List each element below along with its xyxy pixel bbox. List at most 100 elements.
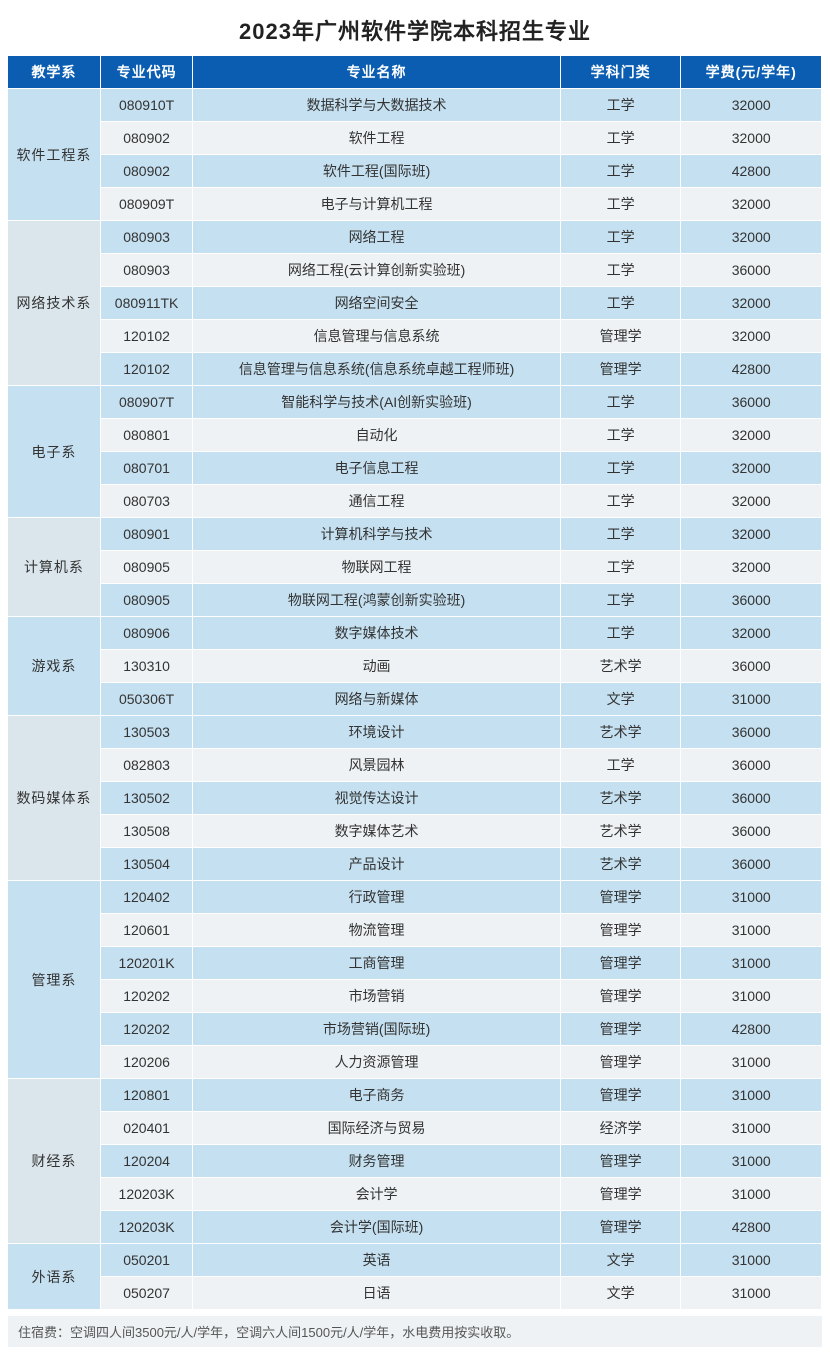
table-row: 120202市场营销(国际班)管理学42800 [8,1013,822,1046]
code-cell: 080905 [100,551,192,584]
major-cell: 会计学 [193,1178,561,1211]
fee-cell: 31000 [681,881,822,914]
table-row: 电子系080907T智能科学与技术(AI创新实验班)工学36000 [8,386,822,419]
category-cell: 工学 [560,188,681,221]
fee-cell: 32000 [681,221,822,254]
major-cell: 物流管理 [193,914,561,947]
category-cell: 艺术学 [560,848,681,881]
major-cell: 网络工程(云计算创新实验班) [193,254,561,287]
fee-cell: 31000 [681,1244,822,1277]
major-cell: 智能科学与技术(AI创新实验班) [193,386,561,419]
page-title: 2023年广州软件学院本科招生专业 [8,14,822,46]
category-cell: 艺术学 [560,815,681,848]
table-row: 080903网络工程(云计算创新实验班)工学36000 [8,254,822,287]
major-cell: 网络空间安全 [193,287,561,320]
column-header: 学科门类 [560,56,681,89]
major-cell: 财务管理 [193,1145,561,1178]
fee-cell: 32000 [681,287,822,320]
table-row: 130504产品设计艺术学36000 [8,848,822,881]
code-cell: 130503 [100,716,192,749]
column-header: 学费(元/学年) [681,56,822,89]
table-row: 050306T网络与新媒体文学31000 [8,683,822,716]
code-cell: 120202 [100,980,192,1013]
code-cell: 080902 [100,122,192,155]
category-cell: 工学 [560,551,681,584]
fee-cell: 32000 [681,320,822,353]
fee-cell: 32000 [681,89,822,122]
table-row: 外语系050201英语文学31000 [8,1244,822,1277]
category-cell: 管理学 [560,881,681,914]
category-cell: 管理学 [560,914,681,947]
code-cell: 120402 [100,881,192,914]
category-cell: 工学 [560,155,681,188]
major-cell: 英语 [193,1244,561,1277]
fee-cell: 42800 [681,353,822,386]
major-cell: 软件工程(国际班) [193,155,561,188]
code-cell: 120203K [100,1178,192,1211]
major-cell: 物联网工程 [193,551,561,584]
column-header: 专业名称 [193,56,561,89]
fee-cell: 42800 [681,1211,822,1244]
code-cell: 120206 [100,1046,192,1079]
table-header-row: 教学系专业代码专业名称学科门类学费(元/学年) [8,56,822,89]
major-cell: 市场营销(国际班) [193,1013,561,1046]
major-cell: 产品设计 [193,848,561,881]
table-row: 130508数字媒体艺术艺术学36000 [8,815,822,848]
code-cell: 020401 [100,1112,192,1145]
table-row: 120206人力资源管理管理学31000 [8,1046,822,1079]
code-cell: 080903 [100,254,192,287]
table-row: 120204财务管理管理学31000 [8,1145,822,1178]
fee-cell: 36000 [681,650,822,683]
table-row: 120102信息管理与信息系统(信息系统卓越工程师班)管理学42800 [8,353,822,386]
category-cell: 工学 [560,221,681,254]
code-cell: 080703 [100,485,192,518]
category-cell: 工学 [560,386,681,419]
major-cell: 计算机科学与技术 [193,518,561,551]
major-cell: 网络工程 [193,221,561,254]
table-row: 080909T电子与计算机工程工学32000 [8,188,822,221]
category-cell: 艺术学 [560,782,681,815]
major-cell: 行政管理 [193,881,561,914]
footnote: 住宿费：空调四人间3500元/人/学年，空调六人间1500元/人/学年，水电费用… [8,1316,822,1347]
column-header: 专业代码 [100,56,192,89]
category-cell: 文学 [560,1277,681,1310]
fee-cell: 32000 [681,518,822,551]
code-cell: 120202 [100,1013,192,1046]
category-cell: 文学 [560,1244,681,1277]
category-cell: 工学 [560,254,681,287]
department-cell: 电子系 [8,386,100,518]
code-cell: 120204 [100,1145,192,1178]
category-cell: 管理学 [560,1046,681,1079]
table-row: 120601物流管理管理学31000 [8,914,822,947]
major-cell: 数据科学与大数据技术 [193,89,561,122]
category-cell: 工学 [560,485,681,518]
table-row: 130502视觉传达设计艺术学36000 [8,782,822,815]
code-cell: 080701 [100,452,192,485]
table-row: 游戏系080906数字媒体技术工学32000 [8,617,822,650]
major-cell: 通信工程 [193,485,561,518]
fee-cell: 31000 [681,1277,822,1310]
category-cell: 工学 [560,452,681,485]
table-row: 080902软件工程(国际班)工学42800 [8,155,822,188]
fee-cell: 32000 [681,188,822,221]
code-cell: 130508 [100,815,192,848]
code-cell: 080801 [100,419,192,452]
code-cell: 080910T [100,89,192,122]
major-cell: 日语 [193,1277,561,1310]
code-cell: 080902 [100,155,192,188]
code-cell: 080911TK [100,287,192,320]
major-cell: 网络与新媒体 [193,683,561,716]
table-row: 080911TK网络空间安全工学32000 [8,287,822,320]
major-cell: 会计学(国际班) [193,1211,561,1244]
major-cell: 工商管理 [193,947,561,980]
fee-cell: 31000 [681,947,822,980]
code-cell: 120203K [100,1211,192,1244]
category-cell: 管理学 [560,1013,681,1046]
major-cell: 动画 [193,650,561,683]
table-row: 120203K会计学(国际班)管理学42800 [8,1211,822,1244]
table-row: 080701电子信息工程工学32000 [8,452,822,485]
majors-table: 教学系专业代码专业名称学科门类学费(元/学年) 软件工程系080910T数据科学… [8,56,822,1310]
table-row: 082803风景园林工学36000 [8,749,822,782]
fee-cell: 31000 [681,1079,822,1112]
category-cell: 经济学 [560,1112,681,1145]
